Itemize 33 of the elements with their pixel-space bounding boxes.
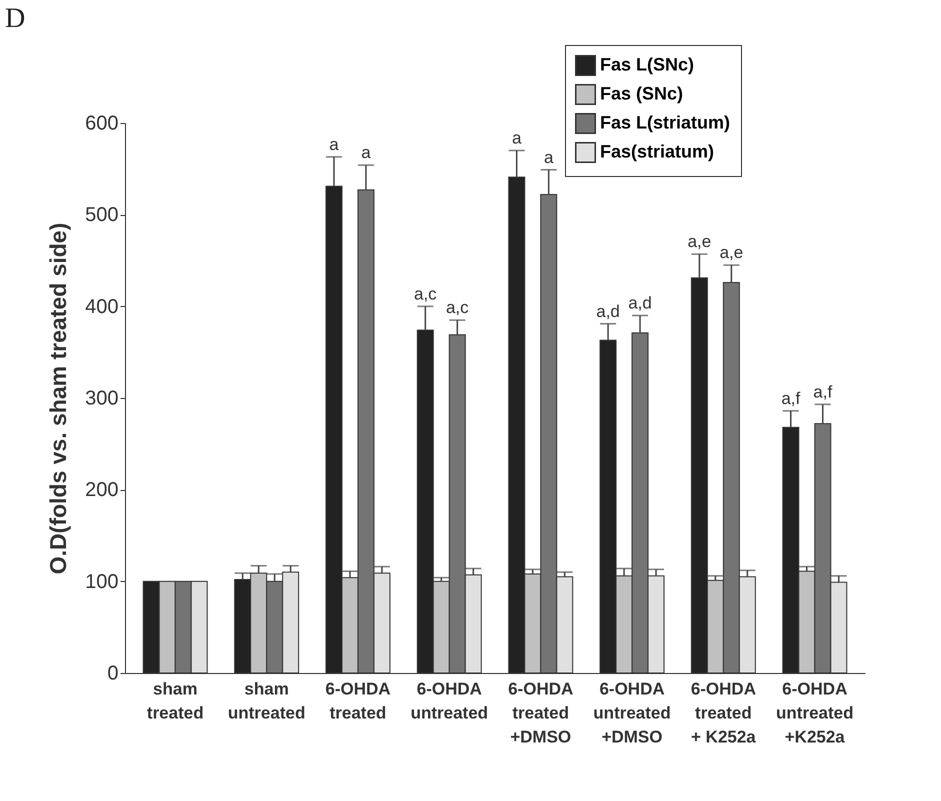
y-tick-label: 300 bbox=[85, 388, 118, 410]
text: D bbox=[5, 3, 26, 34]
data-label: a,f bbox=[813, 382, 832, 402]
legend-label: Fas(striatum) bbox=[600, 142, 714, 162]
x-tick-label: 6-OHDA treated + K252a bbox=[690, 680, 756, 746]
data-label: a,d bbox=[596, 302, 620, 321]
data-label: a bbox=[361, 143, 372, 162]
x-tick-label: sham treated bbox=[146, 680, 204, 722]
y-tick-label: 500 bbox=[85, 204, 118, 226]
x-tick-label: 6-OHDA treated +DMSO bbox=[508, 680, 574, 746]
data-label: a bbox=[329, 134, 340, 154]
data-label: a,e bbox=[688, 232, 712, 252]
y-tick-label: 600 bbox=[85, 112, 118, 134]
x-tick-label: 6-OHDA untreated +DMSO bbox=[593, 680, 671, 746]
legend-label: Fas L(striatum) bbox=[600, 112, 730, 132]
y-axis-title: O.D(folds vs. sham treated side) bbox=[45, 222, 72, 574]
y-tick-label: 400 bbox=[85, 296, 118, 318]
data-label: a,f bbox=[781, 388, 800, 408]
x-tick-label: sham untreated bbox=[228, 680, 306, 722]
y-tick-label: 100 bbox=[85, 570, 118, 593]
data-label: a,d bbox=[628, 294, 652, 312]
data-label: a bbox=[544, 148, 554, 167]
x-tick-label: 6-OHDA untreated +K252a bbox=[776, 680, 854, 746]
data-label: a,c bbox=[414, 284, 438, 304]
legend-label: Fas L(SNc) bbox=[600, 54, 694, 74]
y-tick-label: 0 bbox=[107, 662, 118, 684]
y-tick-label: 200 bbox=[85, 479, 118, 502]
legend-label: Fas (SNc) bbox=[600, 84, 684, 104]
data-label: a,c bbox=[446, 298, 470, 318]
x-tick-label: 6-OHDA untreated bbox=[410, 680, 488, 722]
data-label: a,e bbox=[720, 243, 744, 262]
data-label: a bbox=[512, 128, 522, 148]
x-tick-label: 6-OHDA treated bbox=[325, 680, 391, 722]
